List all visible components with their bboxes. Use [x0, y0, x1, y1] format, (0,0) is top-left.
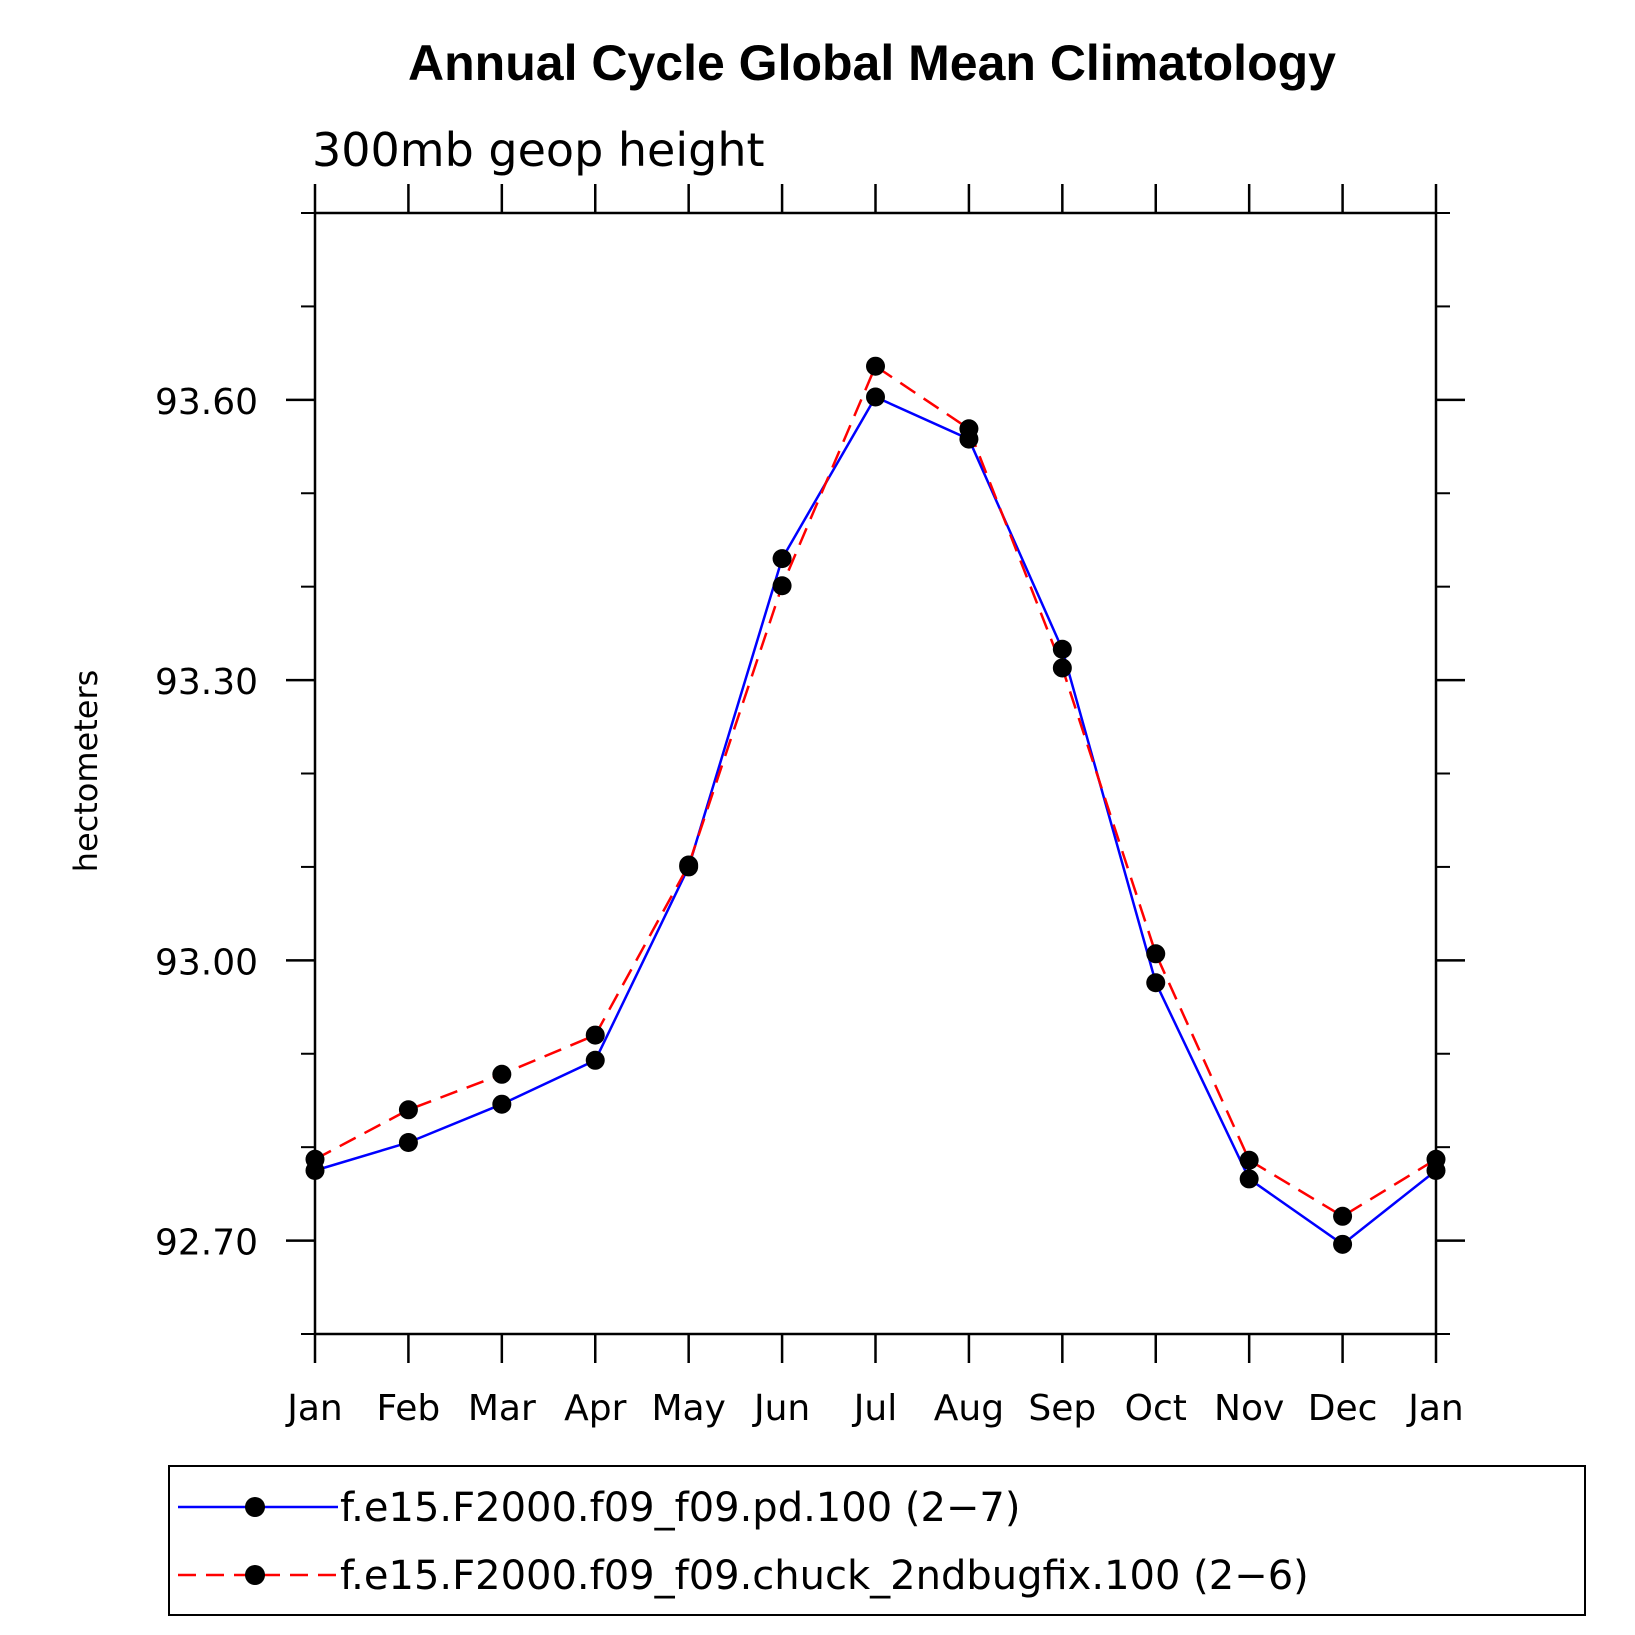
- data-point-series-1: [1239, 1169, 1259, 1189]
- data-point-series-1: [398, 1132, 418, 1152]
- x-tick-label: Nov: [1214, 1388, 1284, 1429]
- x-tick-label: Jan: [285, 1388, 343, 1429]
- data-point-series-2: [1052, 658, 1072, 678]
- data-point-series-1: [1146, 973, 1166, 993]
- axis-ticks: [286, 184, 1465, 1363]
- data-point-series-1: [1333, 1234, 1353, 1254]
- y-tick-label: 92.70: [155, 1223, 258, 1264]
- data-point-series-2: [1426, 1149, 1446, 1169]
- legend-label-series-1: f.e15.F2000.f09_f09.pd.100 (2−7): [340, 1485, 1021, 1531]
- data-point-series-2: [1333, 1206, 1353, 1226]
- data-point-series-2: [866, 356, 885, 376]
- data-point-series-1: [866, 387, 885, 407]
- legend-marker-series-1: [245, 1497, 265, 1517]
- y-axis-label: hectometers: [67, 670, 105, 873]
- x-tick-label: Apr: [564, 1388, 626, 1429]
- y-tick-label: 93.00: [155, 942, 258, 983]
- x-tick-label: Sep: [1028, 1388, 1096, 1429]
- chart-subtitle: 300mb geop height: [312, 123, 765, 177]
- x-tick-labels: Jan Feb Mar Apr May Jun Jul Aug Sep Oct Nov Dec Jan: [285, 1388, 1464, 1429]
- legend: f.e15.F2000.f09_f09.pd.100 (2−7) f.e15.F…: [168, 1465, 1586, 1616]
- data-point-series-2: [1239, 1150, 1259, 1170]
- data-point-series-2: [398, 1100, 418, 1120]
- data-point-series-1: [1052, 639, 1072, 659]
- x-tick-label: Jan: [1406, 1388, 1464, 1429]
- series-line-1: [314, 395, 1437, 1246]
- chart-title: Annual Cycle Global Mean Climatology: [408, 35, 1336, 91]
- x-tick-label: Mar: [468, 1388, 536, 1429]
- x-tick-label: Feb: [377, 1388, 441, 1429]
- series-group: [305, 356, 1446, 1254]
- x-tick-label: Aug: [934, 1388, 1004, 1429]
- data-point-series-2: [492, 1064, 512, 1084]
- x-tick-label: Jun: [752, 1388, 810, 1429]
- x-tick-label: Oct: [1125, 1388, 1187, 1429]
- legend-label-series-2: f.e15.F2000.f09_f09.chuck_2ndbugfix.100 …: [340, 1553, 1309, 1599]
- legend-marker-series-2: [245, 1565, 265, 1585]
- plot-frame: [313, 211, 1438, 1336]
- x-tick-label: May: [651, 1388, 725, 1429]
- data-point-series-2: [305, 1149, 325, 1169]
- data-point-series-1: [492, 1094, 512, 1114]
- data-point-series-2: [585, 1025, 605, 1045]
- x-tick-label: Dec: [1308, 1388, 1378, 1429]
- x-tick-label: Jul: [852, 1388, 897, 1429]
- data-point-series-2: [1146, 944, 1166, 964]
- y-tick-label: 93.30: [155, 662, 258, 703]
- data-point-series-2: [959, 419, 979, 439]
- data-point-series-2: [679, 855, 699, 875]
- legend-box: [168, 1465, 1586, 1616]
- data-point-series-1: [772, 549, 792, 569]
- y-tick-label: 93.60: [155, 382, 258, 423]
- data-point-series-2: [772, 576, 792, 596]
- y-tick-labels: 92.70 93.00 93.30 93.60: [155, 382, 258, 1264]
- data-point-series-1: [585, 1050, 605, 1070]
- series-line-2: [314, 364, 1437, 1218]
